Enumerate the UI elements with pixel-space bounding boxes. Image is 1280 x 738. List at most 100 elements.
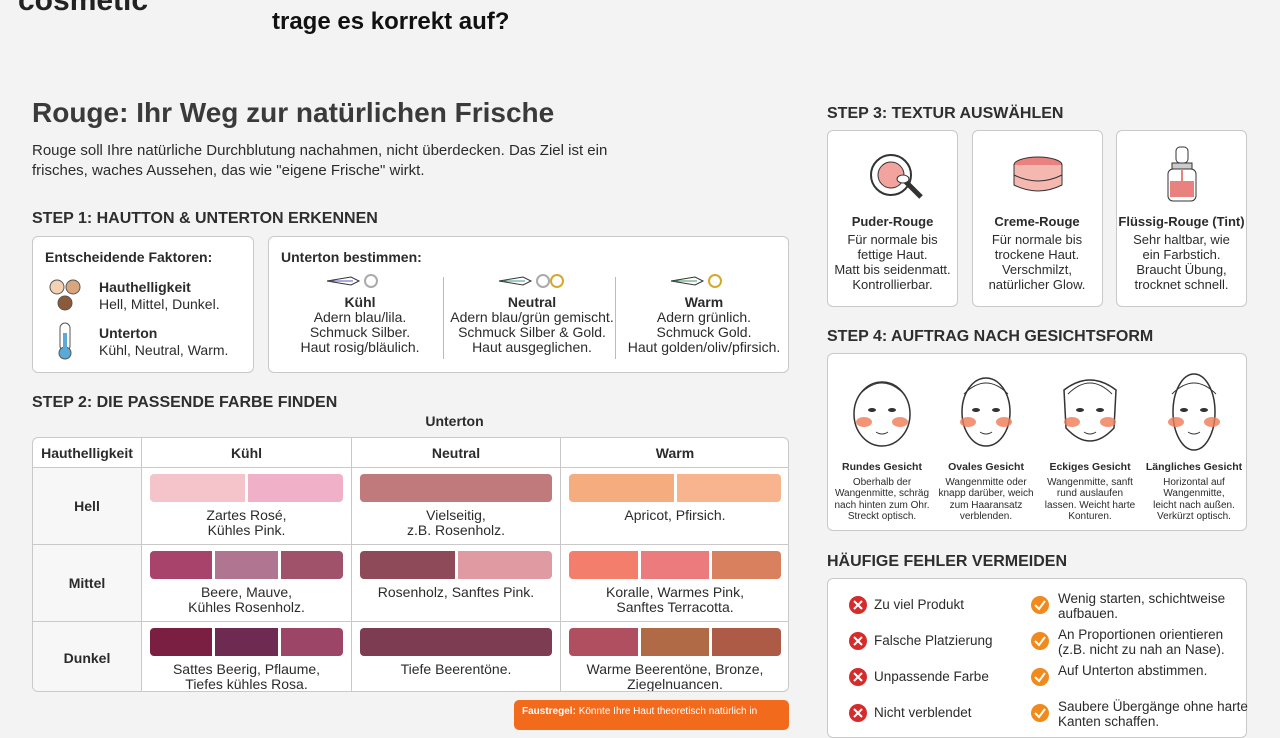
- swatch: [569, 551, 638, 579]
- texture-card: Creme-Rouge Für normale bis trockene Haut.…: [971, 130, 1103, 307]
- rule-note: Faustregel: Könnte Ihre Haut theoretisch…: [514, 700, 789, 730]
- text-line: verblenden.: [959, 511, 1013, 522]
- swatch: [150, 628, 213, 656]
- swatch: [457, 551, 552, 579]
- text-line: Haut rosig/bläulich.: [300, 339, 420, 355]
- mistake: Nicht verblendet: [874, 705, 972, 720]
- swatch-strip: [569, 474, 781, 502]
- text-line: nach hinten zum Ohr.: [834, 499, 930, 511]
- card-name: Flüssig-Rouge (Tint): [1118, 214, 1245, 229]
- swatch: [569, 628, 638, 656]
- face-text: Ovales Gesicht Wangenmitte oder knapp darü…: [934, 461, 1038, 523]
- brand: cosmetic: [18, 0, 149, 17]
- color-cell: Rosenholz, Sanftes Pink.: [351, 545, 560, 622]
- text-line: Konturen.: [1068, 511, 1112, 522]
- text-line: Apricot, Pfirsich.: [624, 507, 726, 523]
- undertone-name: Warm: [684, 294, 724, 310]
- text-line: Kanten schaffen.: [1058, 714, 1160, 729]
- color-cell: Zartes Rosé, Kühles Pink.: [141, 468, 351, 545]
- text-line: Schmuck Silber & Gold.: [458, 324, 606, 340]
- factor-label: Unterton: [99, 325, 158, 341]
- column-header: Warm: [560, 438, 788, 468]
- face-name: Rundes Gesicht: [842, 461, 922, 473]
- swatch-strip: [569, 551, 781, 579]
- icon: [1031, 632, 1049, 650]
- text-line: natürlicher Glow.: [988, 277, 1086, 292]
- text-line: Matt bis seidenmatt.: [834, 262, 951, 277]
- text-line: z.B. Rosenholz.: [406, 522, 506, 538]
- text-line: frisches, waches Aussehen, das wie "eige…: [32, 162, 425, 179]
- text-line: Tiefe Beerentöne.: [400, 661, 512, 677]
- icon: [1031, 668, 1049, 686]
- text-line: leicht nach außen.: [1153, 499, 1235, 511]
- card-name: Creme-Rouge: [994, 214, 1080, 229]
- swatch: [640, 551, 710, 579]
- rule-label: Faustregel:: [522, 706, 576, 717]
- box-title: Unterton bestimmen:: [281, 249, 422, 265]
- text-line: Sehr haltbar, wie: [1133, 232, 1230, 247]
- text-line: Verkürzt optisch.: [1157, 511, 1231, 522]
- text-line: An Proportionen orientieren: [1058, 627, 1224, 642]
- swatch-strip: [150, 474, 343, 502]
- icon: [49, 279, 81, 311]
- texture-card: Puder-Rouge Für normale bis fettige Haut. M…: [827, 130, 958, 307]
- face-text: Eckiges Gesicht Wangenmitte, sanft rund au…: [1038, 461, 1142, 523]
- text-line: Schmuck Silber.: [309, 324, 411, 340]
- swatch: [215, 551, 278, 579]
- cell-text: Warme Beerentöne, Bronze, Ziegelnuancen.: [561, 661, 788, 692]
- icon: [853, 381, 911, 447]
- undertone-col: Kühl Adern blau/lila. Schmuck Silber. Haut …: [277, 273, 443, 355]
- text-line: Auf Unterton abstimmen.: [1058, 663, 1208, 678]
- text-line: Ziegelnuancen.: [627, 676, 723, 692]
- factor-label: Hauthelligkeit: [99, 279, 191, 295]
- table-supheader: Unterton: [425, 413, 484, 429]
- swatch: [360, 628, 552, 656]
- text-line: knapp darüber, weich: [938, 488, 1034, 499]
- text-line: rund auslaufen: [1056, 488, 1124, 499]
- text-line: Wangenmitte,: [1163, 488, 1225, 499]
- text-line: Kühles Pink.: [207, 522, 286, 538]
- cell-text: Vielseitig, z.B. Rosenholz.: [352, 508, 560, 538]
- swatch-strip: [569, 628, 781, 656]
- text-line: Tiefes kühles Rosa.: [185, 676, 308, 692]
- text-line: Rouge soll Ihre natürliche Durchblutung …: [32, 142, 608, 159]
- swatch: [360, 551, 455, 579]
- row-label: Hell: [33, 468, 141, 545]
- rule-text: Könnte Ihre Haut theoretisch natürlich i…: [578, 706, 758, 717]
- text-line: trocknet schnell.: [1134, 277, 1229, 292]
- face-name: Ovales Gesicht: [948, 461, 1024, 473]
- header-question: trage es korrekt auf?: [272, 8, 510, 35]
- undertone-col: Neutral Adern blau/grün gemischt. Schmuck …: [449, 273, 615, 355]
- text-line: Zartes Rosé,: [206, 507, 287, 523]
- icon: [1013, 156, 1062, 192]
- text-line: Wangenmitte, sanft: [1047, 476, 1133, 488]
- title: Rouge: Ihr Weg zur natürlichen Frische: [32, 97, 555, 128]
- swatch-strip: [150, 628, 343, 656]
- swatch: [280, 551, 343, 579]
- factor-text: Hell, Mittel, Dunkel.: [99, 296, 220, 312]
- card-text: Für normale bis trockene Haut. Verschmilzt…: [973, 232, 1102, 292]
- text-line: Verschmilzt,: [1001, 262, 1073, 277]
- color-cell: Beere, Mauve, Kühles Rosenholz.: [141, 545, 351, 622]
- cell-text: Apricot, Pfirsich.: [561, 507, 788, 523]
- row-label: Mittel: [33, 545, 141, 622]
- icon: [1168, 373, 1220, 451]
- swatch-strip: [150, 551, 343, 579]
- text-line: Warme Beerentöne, Bronze,: [586, 661, 764, 677]
- divider: [443, 277, 444, 359]
- icon: [1031, 704, 1049, 722]
- text-line: Adern grünlich.: [656, 309, 752, 325]
- text-line: (z.B. nicht zu nah an Nase).: [1058, 642, 1225, 657]
- color-cell: Warme Beerentöne, Bronze, Ziegelnuancen.: [560, 622, 788, 692]
- icon: [1167, 146, 1197, 202]
- swatch-strip: [360, 628, 552, 656]
- intro: Rouge soll Ihre natürliche Durchblutung …: [32, 141, 607, 181]
- swatch: [640, 628, 710, 656]
- text-line: lassen. Weicht harte: [1044, 499, 1136, 511]
- cell-text: Rosenholz, Sanftes Pink.: [352, 585, 560, 600]
- text-line: aufbauen.: [1058, 606, 1119, 621]
- card-text: Sehr haltbar, wie ein Farbstich. Braucht Ü…: [1117, 232, 1246, 292]
- fix: An Proportionen orientieren (z.B. nicht z…: [1058, 627, 1225, 657]
- icon: [960, 377, 1012, 447]
- step-heading: STEP 1: HAUTTON & UNTERTON ERKENNEN: [32, 210, 378, 227]
